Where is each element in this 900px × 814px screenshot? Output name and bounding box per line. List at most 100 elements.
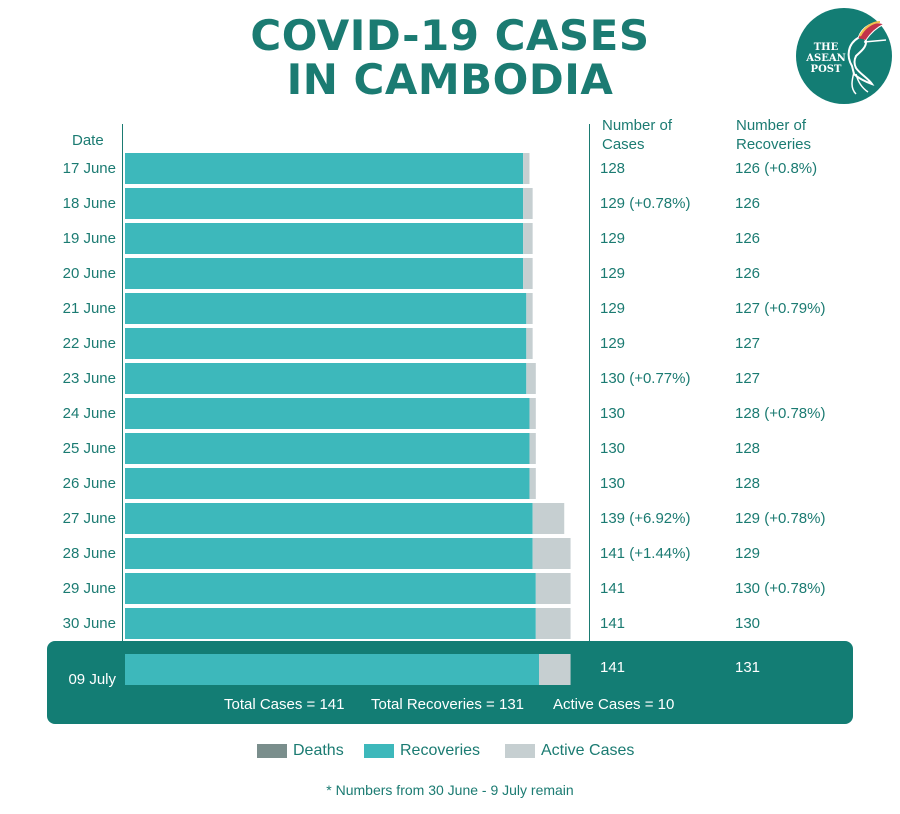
recoveries-value-12: 130 (+0.78%) [735, 580, 826, 597]
legend-label-active-cases: Active Cases [541, 742, 635, 759]
date-label-2: 19 June [62, 230, 116, 247]
cases-value-4: 129 [600, 300, 626, 317]
legend-label-deaths: Deaths [293, 742, 344, 759]
cases-value-6: 130 (+0.77%) [600, 370, 691, 387]
bar-recoveries-7 [125, 398, 530, 429]
bar-recoveries-3 [125, 258, 524, 289]
recoveries-value-14: 131 [735, 659, 761, 676]
bar-active-4 [526, 293, 533, 324]
cases-value-14: 141 [600, 659, 626, 676]
date-label-0: 17 June [62, 160, 116, 177]
cases-value-13: 141 [600, 615, 626, 632]
bar-recoveries-5 [125, 328, 527, 359]
recoveries-value-5: 127 [735, 335, 761, 352]
footnote: * Numbers from 30 June - 9 July remain [326, 782, 574, 798]
bar-active-3 [523, 258, 533, 289]
bar-active-9 [529, 468, 536, 499]
legend-swatch-recoveries [364, 744, 394, 758]
bar-active-6 [526, 363, 536, 394]
recoveries-value-3: 126 [735, 265, 761, 282]
cases-value-2: 129 [600, 230, 626, 247]
cases-value-10: 139 (+6.92%) [600, 510, 691, 527]
total-recoveries-label: Total Recoveries = 131 [371, 696, 525, 713]
date-label-1: 18 June [62, 195, 116, 212]
recoveries-value-6: 127 [735, 370, 761, 387]
cases-value-12: 141 [600, 580, 626, 597]
cases-value-7: 130 [600, 405, 626, 422]
date-header: Date [72, 132, 104, 149]
date-label-9: 26 June [62, 475, 116, 492]
date-label-6: 23 June [62, 370, 116, 387]
cases-value-1: 129 (+0.78%) [600, 195, 691, 212]
recoveries-header-line-1: Number of [736, 117, 807, 134]
bar-active-14 [538, 654, 571, 685]
legend-swatch-deaths [257, 744, 287, 758]
bar-recoveries-1 [125, 188, 524, 219]
recoveries-value-7: 128 (+0.78%) [735, 405, 826, 422]
cases-header-line-1: Number of [602, 117, 673, 134]
recoveries-value-13: 130 [735, 615, 761, 632]
bar-active-10 [532, 503, 565, 534]
date-label-12: 29 June [62, 580, 116, 597]
recoveries-value-4: 127 (+0.79%) [735, 300, 826, 317]
date-label-5: 22 June [62, 335, 116, 352]
bar-active-7 [529, 398, 536, 429]
cases-header-line-2: Cases [602, 136, 645, 153]
bar-recoveries-8 [125, 433, 530, 464]
bar-active-8 [529, 433, 536, 464]
date-label-7: 24 June [62, 405, 116, 422]
bar-active-0 [523, 153, 530, 184]
recoveries-value-2: 126 [735, 230, 761, 247]
page-title: COVID-19 CASES IN CAMBODIA [150, 14, 750, 102]
logo-line-3: POST [810, 64, 842, 75]
bar-recoveries-9 [125, 468, 530, 499]
title-line-2: IN CAMBODIA [286, 55, 614, 104]
date-label-8: 25 June [62, 440, 116, 457]
recoveries-value-8: 128 [735, 440, 761, 457]
total-cases-label: Total Cases = 141 [224, 696, 345, 713]
recoveries-value-9: 128 [735, 475, 761, 492]
bar-active-5 [526, 328, 533, 359]
cases-value-11: 141 (+1.44%) [600, 545, 691, 562]
active-cases-label: Active Cases = 10 [553, 696, 675, 713]
bar-active-11 [532, 538, 571, 569]
bar-recoveries-4 [125, 293, 527, 324]
bar-recoveries-14 [125, 654, 539, 685]
bar-recoveries-2 [125, 223, 524, 254]
cases-value-3: 129 [600, 265, 626, 282]
bar-recoveries-11 [125, 538, 533, 569]
table-divider-line [589, 124, 590, 644]
recoveries-value-0: 126 (+0.8%) [735, 160, 818, 177]
cases-value-8: 130 [600, 440, 626, 457]
date-label-11: 28 June [62, 545, 116, 562]
recoveries-value-1: 126 [735, 195, 761, 212]
bar-active-12 [535, 573, 571, 604]
bar-active-1 [523, 188, 533, 219]
hummingbird-icon [847, 21, 887, 95]
recoveries-value-11: 129 [735, 545, 761, 562]
asean-post-logo: THE ASEAN POST [796, 8, 892, 104]
date-label-14: 09 July [68, 671, 116, 688]
legend-label-recoveries: Recoveries [400, 742, 481, 759]
cases-value-9: 130 [600, 475, 626, 492]
bar-recoveries-0 [125, 153, 524, 184]
logo-line-1: THE [813, 42, 839, 53]
bar-active-2 [523, 223, 533, 254]
date-label-4: 21 June [62, 300, 116, 317]
bar-recoveries-13 [125, 608, 536, 639]
bar-active-13 [535, 608, 571, 639]
recoveries-header: Number of Recoveries [736, 116, 811, 154]
bar-recoveries-12 [125, 573, 536, 604]
date-label-13: 30 June [62, 615, 116, 632]
chart-axis-line [122, 124, 123, 644]
date-label-10: 27 June [62, 510, 116, 527]
legend-swatch-active-cases [505, 744, 535, 758]
bar-recoveries-10 [125, 503, 533, 534]
bar-recoveries-6 [125, 363, 527, 394]
cases-value-0: 128 [600, 160, 626, 177]
logo-line-2: ASEAN [806, 53, 846, 64]
recoveries-header-line-2: Recoveries [736, 136, 812, 153]
date-label-3: 20 June [62, 265, 116, 282]
cases-value-5: 129 [600, 335, 626, 352]
